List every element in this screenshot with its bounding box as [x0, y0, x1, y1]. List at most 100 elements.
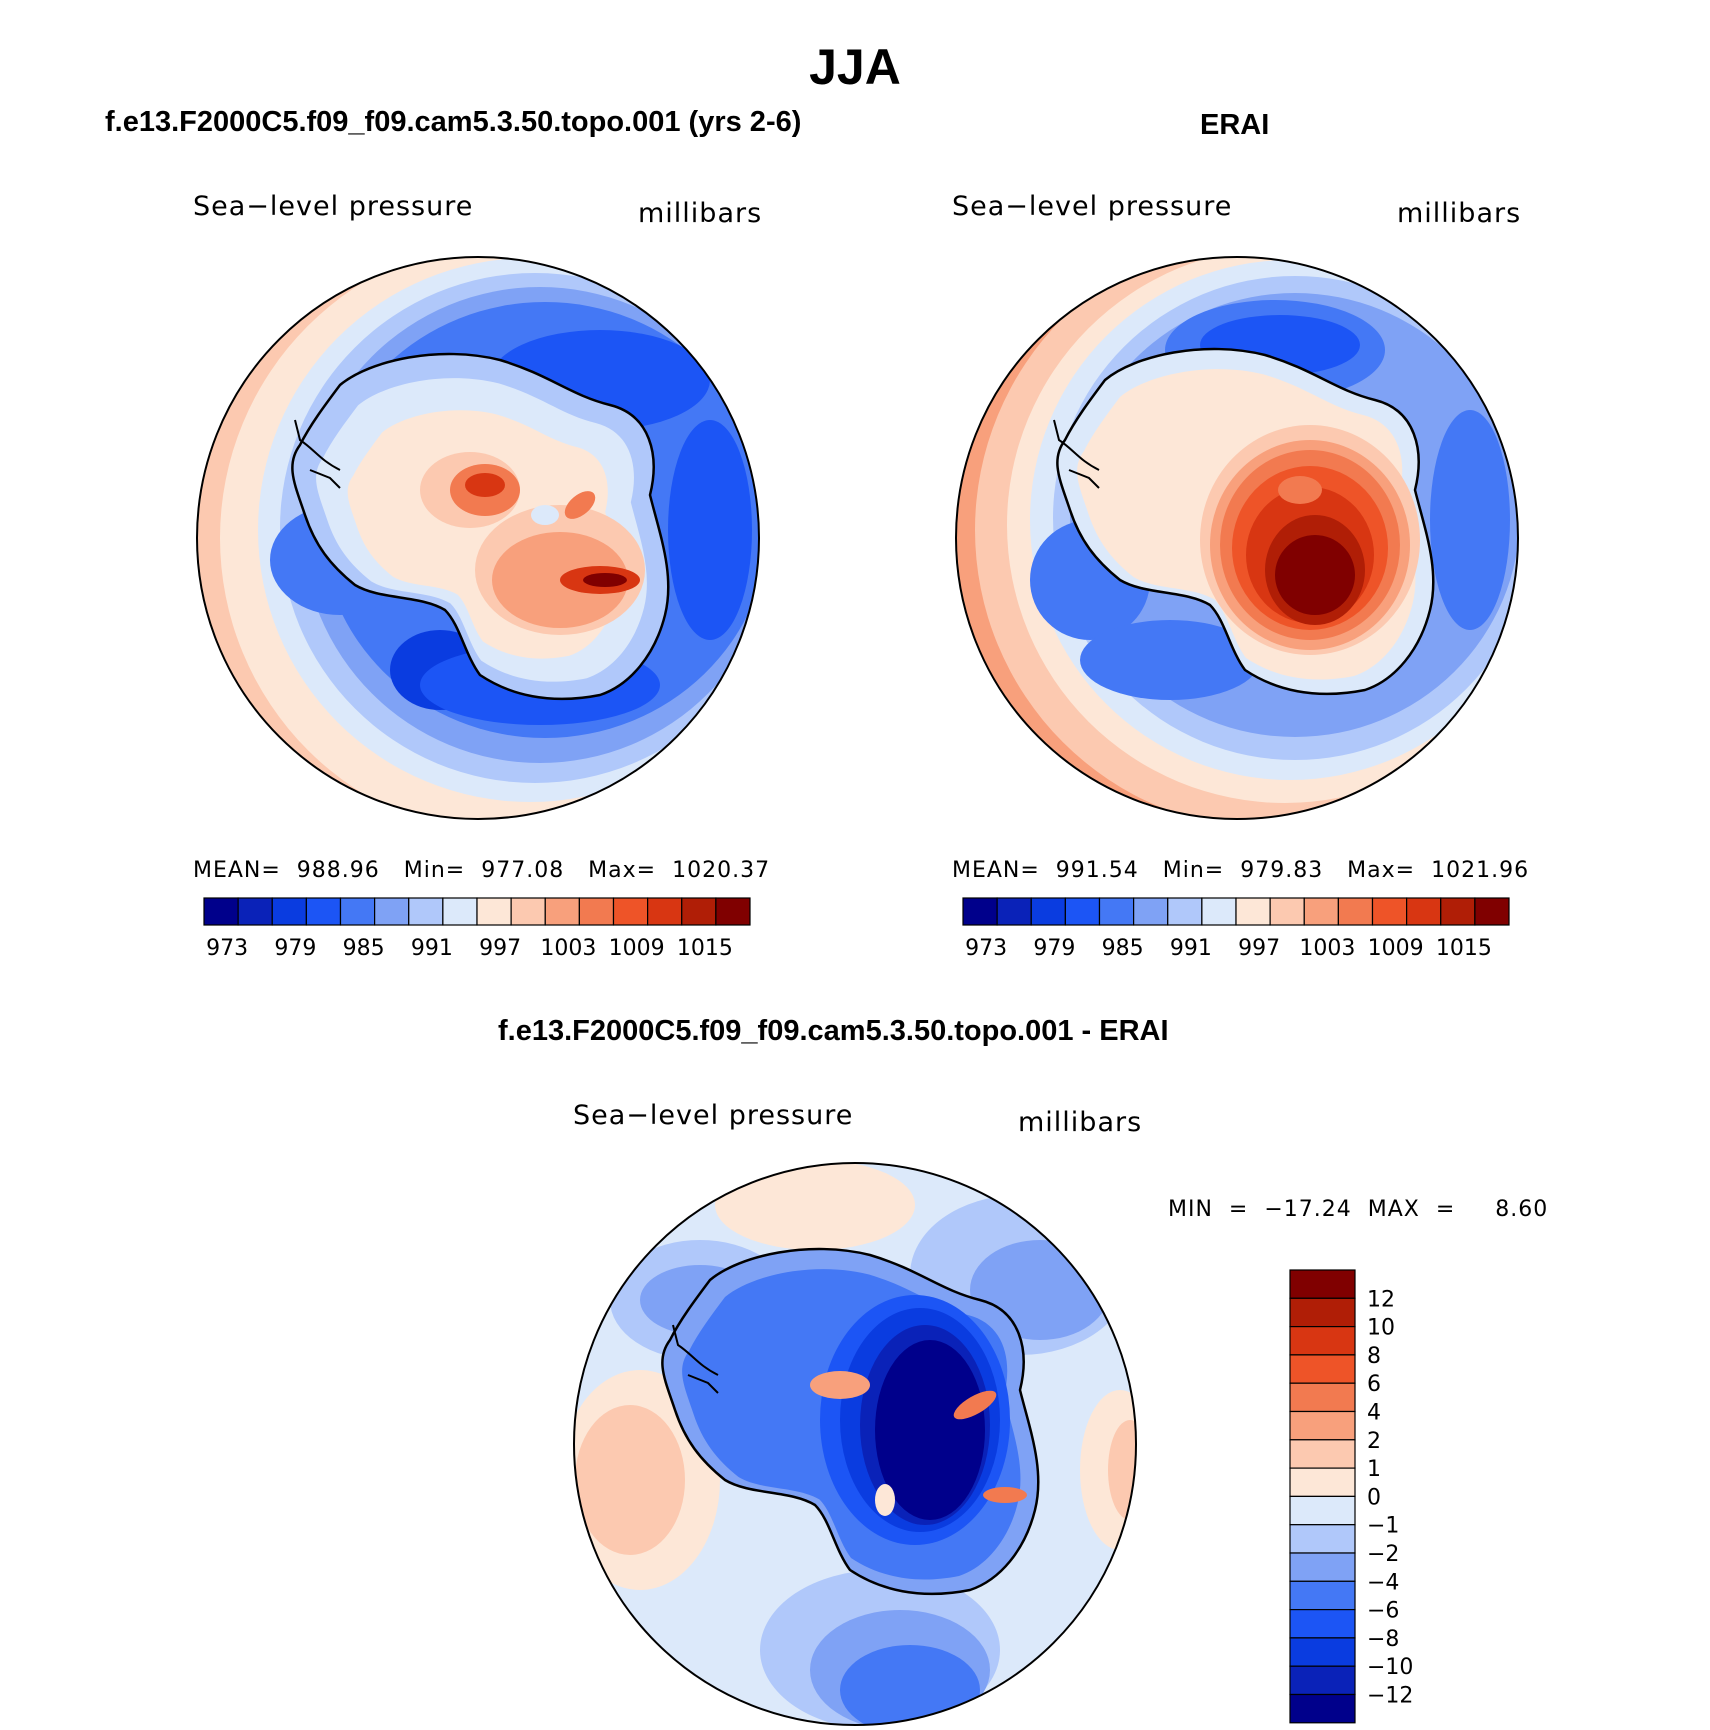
- panel3-variable-label: Sea−level pressure: [573, 1100, 854, 1131]
- colorbar-swatch: [1474, 897, 1510, 926]
- colorbar-swatch: [1289, 1269, 1356, 1299]
- colorbar-tick-label: 997: [1238, 936, 1280, 961]
- colorbar-tick-label: −1: [1367, 1514, 1399, 1539]
- colorbar-tick-label: 985: [1102, 936, 1144, 961]
- panel3-stats: MIN = −17.24 MAX = 8.60: [1168, 1197, 1549, 1222]
- colorbar-swatch: [271, 897, 307, 926]
- colorbar-swatch: [1371, 897, 1408, 926]
- panel2-colorbar: 973 979 985 991 997 1003 1009 1015: [962, 897, 1510, 961]
- colorbar-tick-label: 991: [1170, 936, 1212, 961]
- panel2-variable-label: Sea−level pressure: [952, 191, 1233, 222]
- colorbar-tick-label: 2: [1367, 1429, 1381, 1454]
- colorbar-tick-label: −2: [1367, 1542, 1399, 1567]
- colorbar-swatch: [1289, 1524, 1356, 1554]
- panel2-map-border: [955, 256, 1519, 820]
- colorbar-swatch: [1289, 1410, 1356, 1441]
- panel1-variable-label: Sea−level pressure: [193, 191, 474, 222]
- panel3-title: f.e13.F2000C5.f09_f09.cam5.3.50.topo.001…: [498, 1015, 1169, 1047]
- panel1-title: f.e13.F2000C5.f09_f09.cam5.3.50.topo.001…: [105, 106, 802, 138]
- colorbar-swatch: [1289, 1382, 1356, 1413]
- colorbar-swatch: [1289, 1354, 1356, 1384]
- colorbar-swatch: [1269, 897, 1305, 926]
- panel1-units-label: millibars: [638, 198, 763, 229]
- colorbar-swatch: [1201, 897, 1237, 926]
- colorbar-swatch: [1289, 1580, 1356, 1611]
- colorbar-swatch: [1289, 1552, 1356, 1582]
- panel1-slp-map: [197, 257, 759, 819]
- colorbar-tick-label: 1009: [1368, 936, 1424, 961]
- colorbar-tick-label: 1015: [677, 936, 733, 961]
- colorbar-swatch: [1098, 897, 1135, 926]
- colorbar-tick-label: 1003: [540, 936, 596, 961]
- colorbar-swatch: [1289, 1608, 1356, 1639]
- colorbar-tick-label: −4: [1367, 1570, 1399, 1595]
- colorbar-swatch: [962, 897, 998, 926]
- panel3-units-label: millibars: [1018, 1107, 1143, 1138]
- colorbar-swatch: [408, 897, 444, 926]
- colorbar-swatch: [1406, 897, 1442, 926]
- colorbar-tick-label: 973: [965, 936, 1007, 961]
- colorbar-tick-label: 1015: [1436, 936, 1492, 961]
- colorbar-swatch: [1235, 897, 1271, 926]
- colorbar-tick-label: 1003: [1299, 936, 1355, 961]
- colorbar-swatch: [203, 897, 239, 926]
- colorbar-tick-label: 979: [274, 936, 316, 961]
- colorbar-swatch: [510, 897, 546, 926]
- colorbar-swatch: [715, 897, 751, 926]
- colorbar-swatch: [1303, 897, 1339, 926]
- colorbar-swatch: [374, 897, 410, 926]
- colorbar-tick-label: 979: [1033, 936, 1075, 961]
- colorbar-tick-label: 997: [479, 936, 521, 961]
- panel3-diff-map: [574, 1163, 1136, 1725]
- colorbar-swatch: [1289, 1467, 1356, 1497]
- colorbar-tick-label: 12: [1367, 1287, 1395, 1312]
- panel2-slp-map: [956, 257, 1518, 819]
- colorbar-swatch: [1167, 897, 1203, 926]
- colorbar-swatch: [237, 897, 273, 926]
- colorbar-swatch: [1064, 897, 1101, 926]
- panel1-map-border: [196, 256, 760, 820]
- colorbar-tick-label: −10: [1367, 1655, 1413, 1680]
- colorbar-swatch: [612, 897, 649, 926]
- colorbar-swatch: [305, 897, 342, 926]
- colorbar-tick-label: 10: [1367, 1316, 1395, 1341]
- colorbar-swatch: [544, 897, 580, 926]
- panel1-colorbar: 973 979 985 991 997 1003 1009 1015: [203, 897, 751, 961]
- colorbar-swatch: [442, 897, 478, 926]
- colorbar-tick-label: −8: [1367, 1627, 1399, 1652]
- colorbar-swatch: [647, 897, 683, 926]
- panel2-stats: MEAN= 991.54 Min= 979.83 Max= 1021.96: [952, 858, 1530, 883]
- panel3-map-border: [573, 1162, 1137, 1726]
- colorbar-swatch: [1289, 1637, 1356, 1667]
- colorbar-tick-label: 1: [1367, 1457, 1381, 1482]
- colorbar-swatch: [1440, 897, 1476, 926]
- colorbar-tick-label: 991: [411, 936, 453, 961]
- colorbar-swatch: [1289, 1297, 1356, 1328]
- colorbar-swatch: [578, 897, 615, 926]
- colorbar-tick-label: 0: [1367, 1485, 1381, 1510]
- colorbar-tick-label: −12: [1367, 1684, 1413, 1709]
- colorbar-swatch: [476, 897, 512, 926]
- colorbar-tick-label: 1009: [609, 936, 665, 961]
- colorbar-swatch: [1030, 897, 1066, 926]
- colorbar-swatch: [1289, 1665, 1356, 1696]
- main-title: JJA: [809, 39, 901, 95]
- colorbar-swatch: [1289, 1693, 1356, 1724]
- panel2-title: ERAI: [1200, 109, 1270, 141]
- colorbar-swatch: [1289, 1439, 1356, 1469]
- colorbar-swatch: [996, 897, 1032, 926]
- colorbar-swatch: [339, 897, 376, 926]
- panel1-stats: MEAN= 988.96 Min= 977.08 Max= 1020.37: [193, 858, 771, 883]
- colorbar-tick-label: 6: [1367, 1372, 1381, 1397]
- colorbar-tick-label: 985: [343, 936, 385, 961]
- colorbar-swatch: [1289, 1495, 1356, 1526]
- colorbar-swatch: [681, 897, 717, 926]
- colorbar-swatch: [1133, 897, 1169, 926]
- colorbar-swatch: [1337, 897, 1374, 926]
- colorbar-tick-label: 4: [1367, 1401, 1381, 1426]
- colorbar-tick-label: 973: [206, 936, 248, 961]
- colorbar-tick-label: −6: [1367, 1599, 1399, 1624]
- panel2-units-label: millibars: [1397, 198, 1522, 229]
